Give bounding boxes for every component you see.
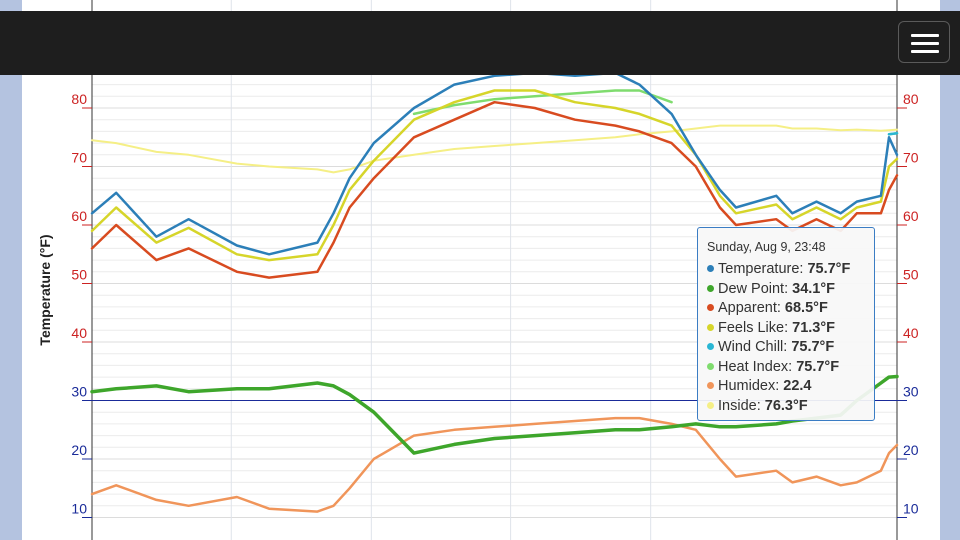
legend-dot-icon (707, 343, 714, 350)
series-line-feels-like (90, 89, 899, 262)
tooltip-row: Dew Point: 34.1°F (707, 280, 874, 300)
series-line-inside (91, 124, 898, 174)
legend-dot-icon (707, 382, 714, 389)
chart-tooltip: Sunday, Aug 9, 23:48 Temperature: 75.7°F… (697, 227, 875, 421)
legend-dot-icon (707, 323, 714, 331)
y-tick-label-right: 40 (903, 325, 919, 341)
y-tick-label-right: 20 (903, 442, 919, 458)
y-tick-label-left: 50 (71, 267, 87, 283)
tooltip-value: 68.5°F (780, 300, 828, 316)
y-tick-label-right: 10 (903, 501, 919, 517)
tooltip-label: Apparent: (718, 300, 781, 316)
hamburger-menu-icon-line (911, 50, 939, 53)
y-tick-label-right: 30 (903, 384, 919, 400)
legend-dot-icon (707, 401, 714, 409)
y-tick-label-right: 50 (903, 267, 919, 283)
tooltip-value: 71.3°F (788, 319, 836, 336)
menu-button[interactable] (898, 21, 950, 63)
tooltip-row: Inside: 76.3°F (707, 397, 874, 417)
series-line-apparent (90, 100, 899, 279)
tooltip-row: Temperature: 75.7°F (707, 260, 874, 280)
y-tick-label-left: 10 (71, 501, 87, 517)
series-line-heat-index (412, 89, 899, 136)
tooltip-row: Apparent: 68.5°F (707, 299, 874, 319)
tooltip-value: 34.1°F (788, 280, 836, 297)
tooltip-label: Heat Index: (718, 358, 793, 375)
y-tick-label-left: 70 (71, 150, 87, 166)
series-line-humidex (90, 416, 899, 513)
tooltip-value: 75.7°F (803, 261, 851, 277)
series-line-wind-chill (887, 131, 899, 136)
y-tick-label-right: 60 (903, 208, 919, 224)
tooltip-row: Humidex: 22.4 (707, 377, 874, 397)
tooltip-row: Feels Like: 71.3°F (707, 319, 874, 339)
y-tick-label-right: 80 (903, 91, 919, 107)
y-tick-label-right: 70 (903, 150, 919, 166)
y-tick-label-left: 20 (71, 442, 87, 458)
tooltip-value: 75.7°F (787, 339, 835, 355)
legend-dot-icon (707, 362, 714, 370)
tooltip-label: Dew Point: (718, 280, 789, 297)
axes: 10 10 20 20 30 30 40 40 50 50 60 60 70 70 80 80 (71, 0, 919, 540)
tooltip-label: Inside: (718, 397, 761, 414)
y-tick-label-left: 60 (71, 208, 87, 224)
tooltip-label: Feels Like: (718, 319, 789, 336)
tooltip-label: Wind Chill: (718, 339, 788, 355)
tooltip-value: 22.4 (779, 378, 812, 394)
hamburger-menu-icon-line (911, 42, 939, 45)
legend-dot-icon (707, 304, 714, 311)
legend-dot-icon (707, 284, 714, 292)
y-axis-title: Temperature (°F) (37, 234, 53, 345)
y-tick-label-left: 80 (71, 91, 87, 107)
tooltip-row: Heat Index: 75.7°F (707, 358, 874, 378)
tooltip-header: Sunday, Aug 9, 23:48 (707, 240, 826, 254)
tooltip-row: Wind Chill: 75.7°F (707, 338, 874, 358)
top-navigation-bar (0, 11, 960, 75)
legend-dot-icon (707, 265, 714, 272)
hamburger-menu-icon (911, 34, 939, 37)
series-line-temperature (90, 71, 899, 256)
tooltip-label: Temperature: (718, 261, 804, 277)
tooltip-value: 75.7°F (792, 358, 840, 375)
y-tick-label-left: 40 (71, 325, 87, 341)
tooltip-value: 76.3°F (760, 397, 808, 414)
y-tick-label-left: 30 (71, 384, 87, 400)
tooltip-label: Humidex: (718, 378, 780, 394)
